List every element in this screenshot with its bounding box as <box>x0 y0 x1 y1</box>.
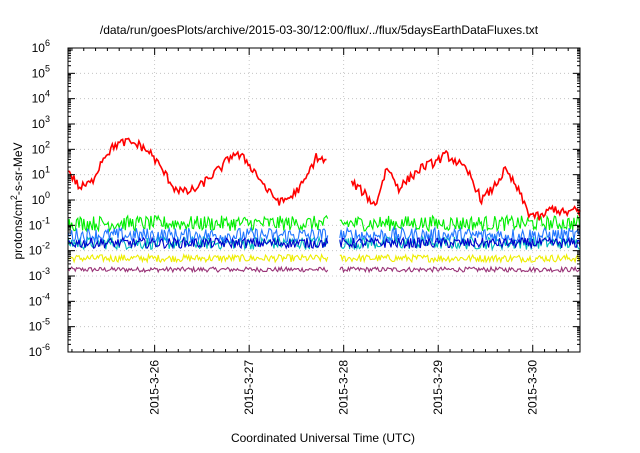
y-tick-label: 100 <box>32 190 50 207</box>
x-tick-label: 2015-3-27 <box>242 360 256 415</box>
series-line <box>67 265 581 274</box>
y-tick-label: 10-4 <box>29 291 50 308</box>
x-tick-label: 2015-3-29 <box>431 360 445 415</box>
chart-title: /data/run/goesPlots/archive/2015-03-30/1… <box>100 23 539 37</box>
x-tick-labels: 2015-3-26 2015-3-27 2015-3-28 2015-3-29 2015… <box>148 360 540 415</box>
series-line <box>67 137 581 221</box>
y-tick-label: 105 <box>32 63 50 80</box>
y-tick-label: 10-5 <box>29 317 50 334</box>
y-tick-labels: 10-6 10-5 10-4 10-3 10-2 10-1 100 101 102 103 104 1… <box>29 38 50 359</box>
series-line <box>67 235 581 250</box>
y-axis-label: protons/cm2-s-sr-MeV <box>9 142 25 259</box>
y-tick-label: 10-1 <box>29 215 50 232</box>
x-axis-label: Coordinated Universal Time (UTC) <box>231 431 415 445</box>
grid <box>68 48 580 352</box>
x-tick-label: 2015-3-30 <box>526 360 540 415</box>
series-line <box>67 225 581 245</box>
y-tick-label: 10-3 <box>29 266 50 283</box>
y-tick-label: 104 <box>32 89 50 106</box>
series-line <box>67 252 581 264</box>
y-tick-label: 102 <box>32 139 50 156</box>
axes <box>67 47 581 353</box>
y-tick-label: 10-6 <box>29 342 50 359</box>
series-layer <box>67 137 581 274</box>
y-tick-label: 103 <box>32 114 50 131</box>
y-tick-label: 101 <box>32 165 50 182</box>
y-tick-label: 106 <box>32 38 50 55</box>
y-tick-label: 10-2 <box>29 241 50 258</box>
x-tick-label: 2015-3-28 <box>337 360 351 415</box>
x-tick-label: 2015-3-26 <box>148 360 162 415</box>
